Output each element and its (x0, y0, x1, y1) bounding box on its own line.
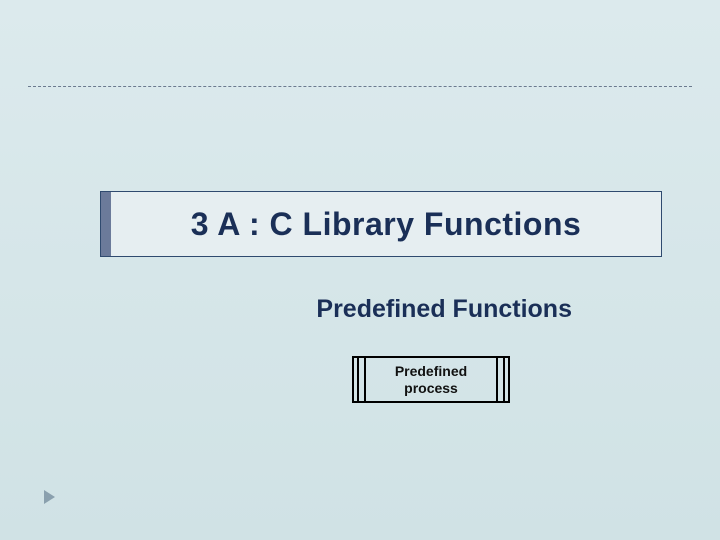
predefined-process-symbol: Predefined process (352, 356, 510, 403)
process-label-line1: Predefined (395, 363, 467, 379)
title-bar: 3 A : C Library Functions (100, 191, 662, 257)
title-bar-accent (101, 192, 111, 256)
process-label: Predefined process (395, 363, 467, 395)
dashed-divider (28, 86, 692, 87)
slide-title: 3 A : C Library Functions (111, 206, 661, 243)
corner-arrow-icon (44, 490, 55, 504)
slide-subtitle: Predefined Functions (0, 295, 662, 324)
process-label-line2: process (404, 380, 458, 396)
